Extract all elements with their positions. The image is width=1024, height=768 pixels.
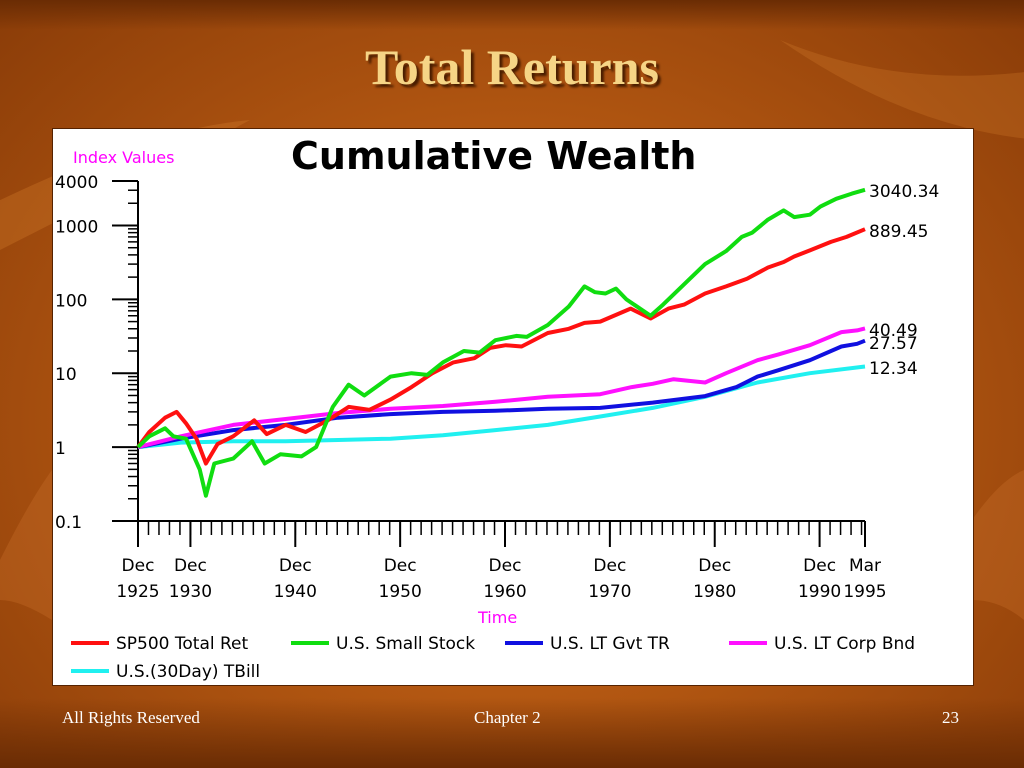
series-line-u-s-lt-corp-bnd	[137, 326, 866, 450]
legend-label: U.S. LT Corp Bnd	[774, 634, 915, 654]
x-tick-label-month: Mar	[849, 556, 881, 576]
y-tick-label: 10	[55, 365, 77, 385]
end-value-label: 889.45	[869, 222, 928, 242]
legend-label: U.S. Small Stock	[336, 634, 475, 654]
x-tick-label-year: 1930	[169, 582, 212, 602]
footer-chapter: Chapter 2	[474, 708, 541, 727]
x-tick-label-year: 1995	[843, 582, 886, 602]
x-tick-label-month: Dec	[698, 556, 731, 576]
chart-title: Cumulative Wealth	[291, 134, 696, 178]
end-value-label: 3040.34	[869, 182, 939, 202]
footer-rights: All Rights Reserved	[62, 708, 200, 727]
y-tick-label: 1	[55, 439, 66, 459]
y-tick-label: 1000	[55, 217, 98, 237]
x-tick-label-month: Dec	[489, 556, 522, 576]
x-tick-label-year: 1990	[798, 582, 841, 602]
x-tick-label-year: 1940	[274, 582, 317, 602]
chart-panel: Cumulative Wealth Index Values Time 4000…	[52, 128, 974, 686]
series-line-u-s-small-stock	[136, 187, 866, 498]
x-tick-label-month: Dec	[122, 556, 155, 576]
bottom-shading	[0, 698, 1024, 768]
legend-label: U.S. LT Gvt TR	[550, 634, 670, 654]
top-shading	[0, 0, 1024, 30]
end-value-label: 12.34	[869, 359, 918, 379]
x-tick-label-year: 1925	[116, 582, 159, 602]
x-tick-label-year: 1950	[379, 582, 422, 602]
legend-label: SP500 Total Ret	[116, 634, 249, 654]
end-value-label: 27.57	[869, 334, 918, 354]
series-lines	[136, 187, 866, 498]
legend: SP500 Total Ret U.S. Small Stock U.S. LT G…	[71, 634, 915, 682]
slide-title: Total Returns	[364, 39, 660, 95]
x-tick-label-year: 1980	[693, 582, 736, 602]
x-tick-label-month: Dec	[279, 556, 312, 576]
x-tick-label-month: Dec	[384, 556, 417, 576]
axis-ticks: 4000 1000 100 10 1 0.1 Dec 1925 Dec 1930 Dec 1940 De…	[55, 173, 887, 602]
footer-page-number: 23	[942, 708, 959, 727]
legend-label: U.S.(30Day) TBill	[116, 662, 260, 682]
y-tick-label: 4000	[55, 173, 98, 193]
x-tick-label-month: Dec	[803, 556, 836, 576]
x-tick-label-month: Dec	[593, 556, 626, 576]
y-axis-label: Index Values	[73, 148, 174, 167]
x-tick-label-year: 1970	[588, 582, 631, 602]
cumulative-wealth-chart: Cumulative Wealth Index Values Time 4000…	[55, 134, 939, 682]
y-tick-label: 0.1	[55, 513, 82, 533]
x-tick-label-year: 1960	[483, 582, 526, 602]
y-tick-label: 100	[55, 291, 87, 311]
x-tick-label-month: Dec	[174, 556, 207, 576]
x-axis-label: Time	[477, 608, 517, 627]
end-value-label: 40.49	[869, 321, 918, 341]
